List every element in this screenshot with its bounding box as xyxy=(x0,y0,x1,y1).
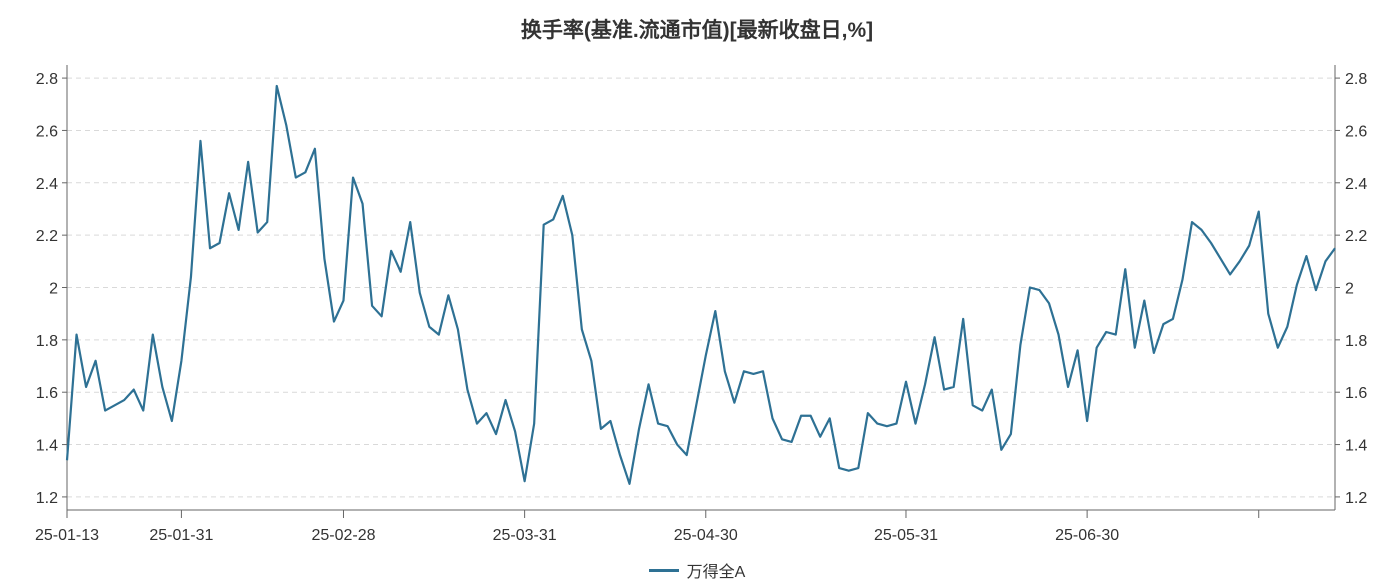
y-tick-label-left: 2.2 xyxy=(36,228,58,245)
x-tick-label: 25-02-28 xyxy=(311,527,375,544)
chart-title: 换手率(基准.流通市值)[最新收盘日,%] xyxy=(520,19,874,42)
x-tick-label: 25-03-31 xyxy=(493,527,557,544)
grid-lines xyxy=(67,77,1335,498)
x-tick-label: 25-06-30 xyxy=(1055,527,1119,544)
x-tick-label: 25-05-31 xyxy=(874,527,938,544)
legend-label: 万得全A xyxy=(686,564,746,581)
y-tick-label-right: 2.8 xyxy=(1345,71,1367,88)
y-tick-label-left: 1.2 xyxy=(36,490,58,507)
x-tick-label: 25-01-31 xyxy=(149,527,213,544)
y-tick-label-right: 1.2 xyxy=(1345,490,1367,507)
y-tick-label-left: 1.6 xyxy=(36,385,58,402)
legend: 万得全A xyxy=(0,558,1394,582)
y-tick-label-right: 2.4 xyxy=(1345,176,1367,193)
y-tick-label-left: 2.8 xyxy=(36,71,58,88)
axes: 1.2 1.2 1.4 1.4 1.6 1.6 1.8 1.8 2 2 2.2 2.2 2.4 2.4 2.… xyxy=(35,65,1367,544)
y-tick-label-right: 2 xyxy=(1345,281,1354,298)
y-tick-label-left: 1.8 xyxy=(36,333,58,350)
y-tick-label-right: 1.4 xyxy=(1345,438,1367,455)
y-tick-label-left: 2 xyxy=(49,281,58,298)
y-tick-label-left: 2.6 xyxy=(36,123,58,140)
y-tick-label-left: 2.4 xyxy=(36,176,58,193)
x-tick-label: 25-04-30 xyxy=(674,527,738,544)
x-tick-label: 25-01-13 xyxy=(35,527,99,544)
series-line xyxy=(65,84,1336,485)
y-tick-label-right: 2.2 xyxy=(1345,228,1367,245)
legend-swatch xyxy=(648,568,679,572)
y-tick-label-right: 2.6 xyxy=(1345,123,1367,140)
y-tick-label-right: 1.6 xyxy=(1345,385,1367,402)
series-layer xyxy=(65,84,1336,485)
y-tick-label-right: 1.8 xyxy=(1345,333,1367,350)
y-tick-label-left: 1.4 xyxy=(36,438,58,455)
